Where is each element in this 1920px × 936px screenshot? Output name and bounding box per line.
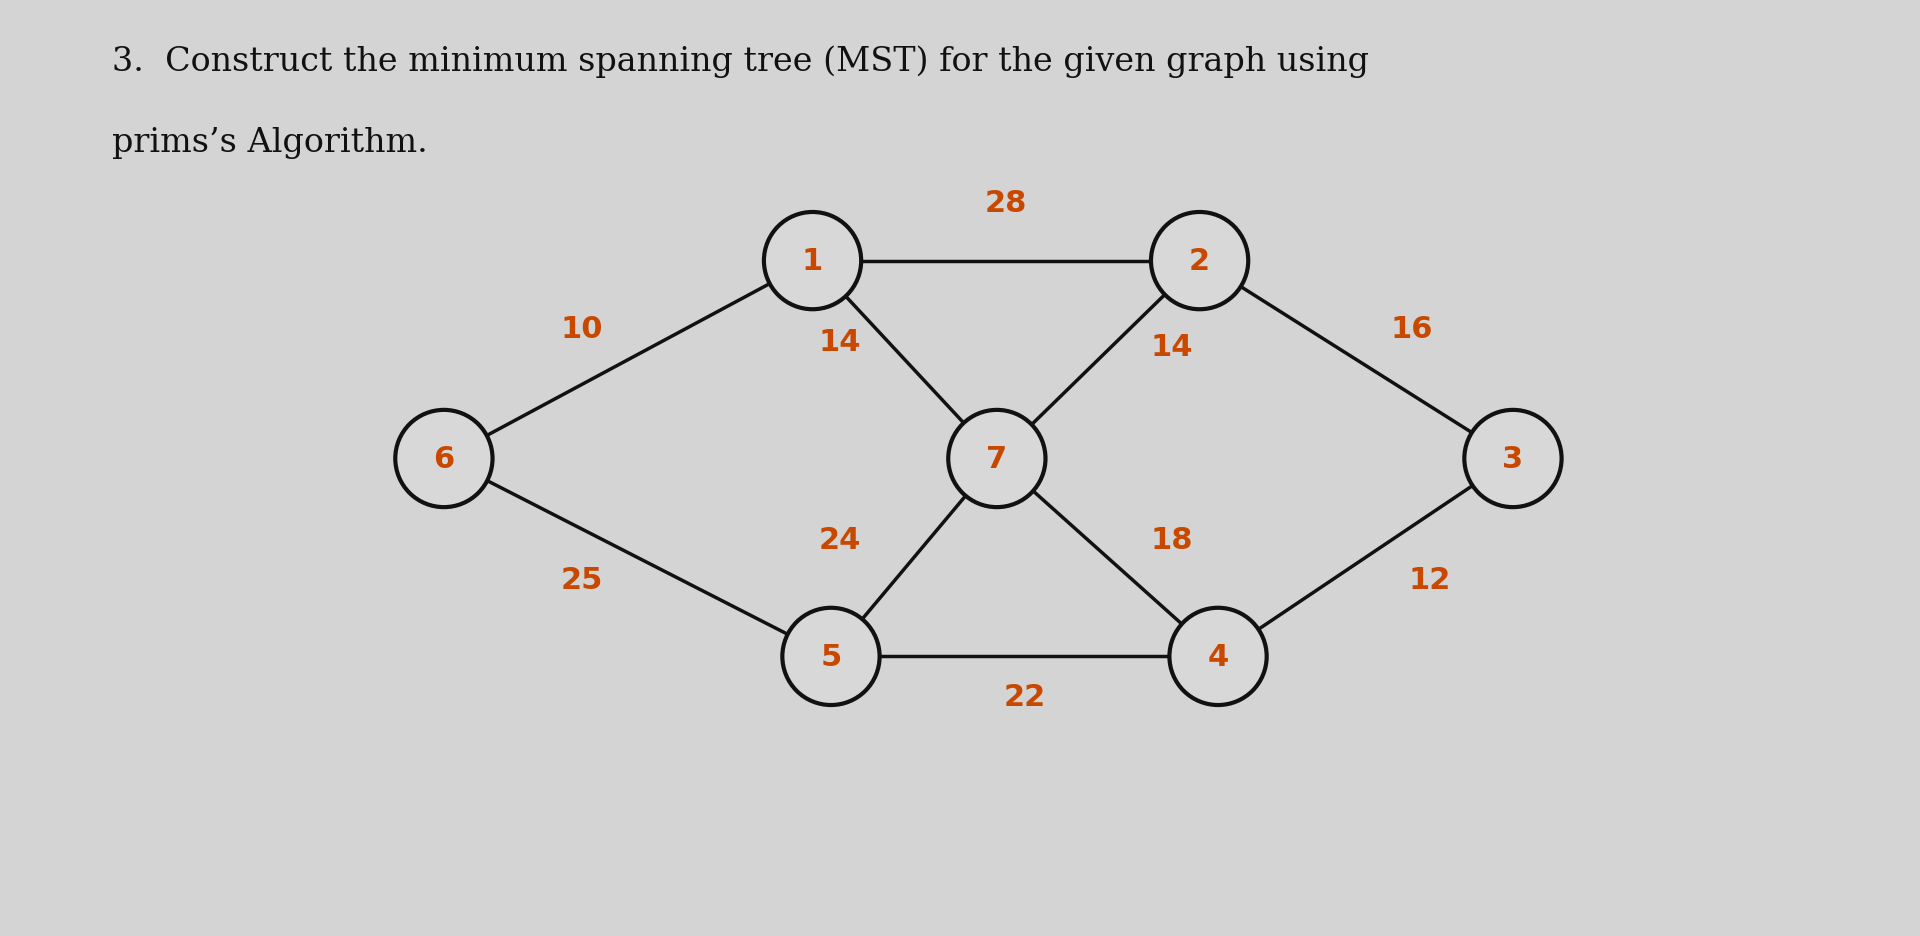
Text: 25: 25 <box>561 566 603 594</box>
Text: 22: 22 <box>1004 682 1046 711</box>
Text: 10: 10 <box>561 314 603 344</box>
Text: 3.  Construct the minimum spanning tree (MST) for the given graph using: 3. Construct the minimum spanning tree (… <box>111 46 1369 79</box>
Text: 14: 14 <box>820 328 862 357</box>
Text: prims’s Algorithm.: prims’s Algorithm. <box>111 126 428 158</box>
Text: 4: 4 <box>1208 642 1229 671</box>
Text: 16: 16 <box>1390 314 1432 344</box>
Ellipse shape <box>1169 608 1267 705</box>
Text: 7: 7 <box>987 445 1008 474</box>
Text: 14: 14 <box>1150 332 1192 361</box>
Ellipse shape <box>764 212 862 310</box>
Ellipse shape <box>1150 212 1248 310</box>
Ellipse shape <box>781 608 879 705</box>
Text: 2: 2 <box>1188 247 1210 276</box>
Text: 28: 28 <box>985 188 1027 217</box>
Text: 1: 1 <box>803 247 824 276</box>
Ellipse shape <box>1465 411 1561 507</box>
Text: 24: 24 <box>820 525 862 554</box>
Text: 12: 12 <box>1409 566 1452 594</box>
Text: 5: 5 <box>820 642 841 671</box>
Text: 6: 6 <box>434 445 455 474</box>
Ellipse shape <box>948 411 1046 507</box>
Text: 18: 18 <box>1150 525 1192 554</box>
Text: 3: 3 <box>1501 445 1524 474</box>
Ellipse shape <box>396 411 493 507</box>
